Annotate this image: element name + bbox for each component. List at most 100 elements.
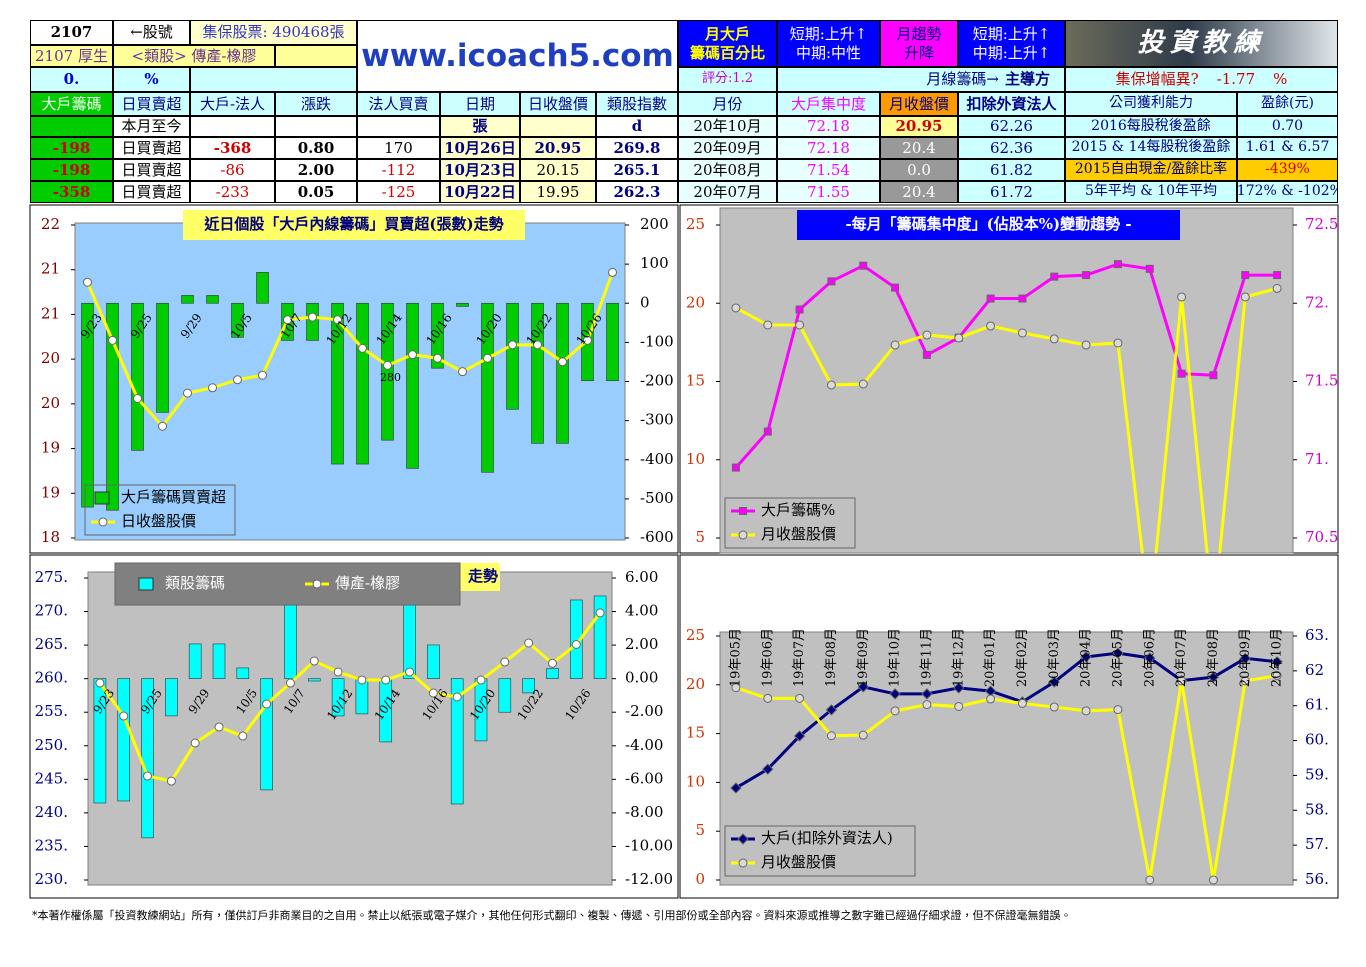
marker	[312, 579, 322, 589]
bar	[117, 678, 131, 802]
y-tick-label: 2.00	[625, 635, 658, 653]
marker	[858, 379, 868, 389]
bar	[531, 302, 544, 444]
y-tick-label: 6.00	[625, 568, 658, 586]
site-url[interactable]: www.icoach5.com	[357, 20, 678, 92]
table-cell: 0.05	[275, 181, 357, 203]
table-cell: 20.95	[880, 116, 958, 137]
marker	[405, 667, 415, 677]
marker	[214, 722, 224, 732]
x-tick-label: 20年06月	[1142, 628, 1157, 687]
marker	[383, 360, 392, 370]
marker	[954, 333, 964, 343]
table-header-cell: 月收盤價	[880, 92, 958, 116]
table-cell: 0.70	[1237, 116, 1338, 137]
marker	[795, 693, 805, 703]
y-tick-label: -600	[640, 528, 674, 546]
marker	[1177, 369, 1186, 378]
marker	[737, 833, 749, 845]
table-cell: 262.3	[596, 181, 678, 203]
marker	[826, 731, 836, 741]
stock-name: 2107 厚生	[30, 45, 113, 67]
table-cell: 20年09月	[678, 137, 777, 159]
marker	[233, 375, 242, 385]
marker	[1240, 292, 1250, 302]
title-box	[183, 210, 525, 240]
table-cell	[357, 116, 440, 137]
marker	[1241, 271, 1250, 280]
x-tick-label: 19年06月	[760, 628, 775, 687]
y-tick-label: -500	[640, 489, 674, 507]
marker	[1113, 260, 1122, 269]
y-tick-label: 62	[1305, 661, 1324, 679]
bar	[481, 302, 494, 473]
y-tick-label: 20	[686, 675, 705, 693]
y-tick-label: -100	[640, 332, 674, 350]
value: 0.	[30, 67, 113, 92]
marker	[795, 305, 804, 314]
marker	[1017, 328, 1027, 338]
marker	[143, 771, 153, 781]
marker	[922, 350, 931, 359]
y-tick-label: 260.	[35, 669, 68, 687]
title-box	[797, 210, 1180, 240]
marker	[583, 335, 592, 345]
table-cell: 1.61 & 6.57	[1237, 137, 1338, 159]
y-tick-label: 63.	[1305, 626, 1329, 644]
y-tick-label: 5	[695, 821, 705, 839]
legend-label: 大戶籌碼%	[761, 501, 835, 519]
marker	[986, 694, 996, 704]
marker	[508, 340, 517, 350]
marker	[119, 711, 129, 721]
legend-box	[724, 497, 856, 549]
marker	[1049, 334, 1059, 344]
marker	[1113, 705, 1123, 715]
line	[735, 286, 1278, 553]
x-tick-label: 20年10月	[1270, 628, 1285, 687]
legend-label: 月收盤股價	[761, 525, 836, 543]
bar	[260, 678, 273, 791]
y-tick-label: 60.	[1305, 731, 1329, 749]
y-tick-label: 20	[41, 349, 60, 367]
table-cell: 本月至今	[113, 116, 190, 137]
bar	[456, 302, 469, 307]
marker	[1048, 676, 1060, 688]
x-tick-label: 19年05月	[728, 628, 743, 687]
marker	[500, 657, 510, 667]
y-tick-label: 15	[686, 372, 705, 390]
x-tick-label: 20年09月	[1238, 628, 1253, 687]
y-tick-label: 19	[41, 483, 60, 501]
marker	[1177, 676, 1187, 686]
marker	[309, 656, 319, 666]
legend-box	[84, 484, 236, 536]
x-tick-label: 20年03月	[1047, 628, 1062, 687]
table-cell: 10月23日	[440, 159, 520, 181]
bar	[356, 302, 369, 465]
marker	[1273, 271, 1282, 280]
custody-change: 集保增幅異? -1.77%	[1065, 67, 1338, 92]
marker	[1081, 706, 1091, 716]
logo: 投資教練	[1065, 20, 1338, 67]
marker	[571, 639, 581, 649]
table-cell: 2016每股稅後盈餘	[1065, 116, 1237, 137]
chip-label: 月線籌碼→	[926, 70, 999, 89]
change-label: 集保增幅異?	[1115, 70, 1199, 89]
marker	[825, 704, 838, 716]
legend-label: 類股籌碼	[165, 574, 225, 592]
marker	[1112, 647, 1124, 659]
blank-cell	[190, 67, 357, 92]
marker	[358, 343, 367, 353]
marker	[608, 267, 617, 277]
legend-swatch	[138, 577, 154, 591]
bar	[231, 302, 244, 338]
table-cell: 62.36	[958, 137, 1065, 159]
table-cell: 0.80	[275, 137, 357, 159]
table-header-cell: 月份	[678, 92, 777, 116]
table-cell: 日買賣超	[113, 181, 190, 203]
table-cell: 2015 & 14每股稅後盈餘	[1065, 137, 1237, 159]
legend-label: 傳產-橡膠	[335, 574, 400, 592]
marker	[483, 353, 492, 363]
y-tick-label: 245.	[35, 769, 68, 787]
y-tick-label: 240.	[35, 803, 68, 821]
